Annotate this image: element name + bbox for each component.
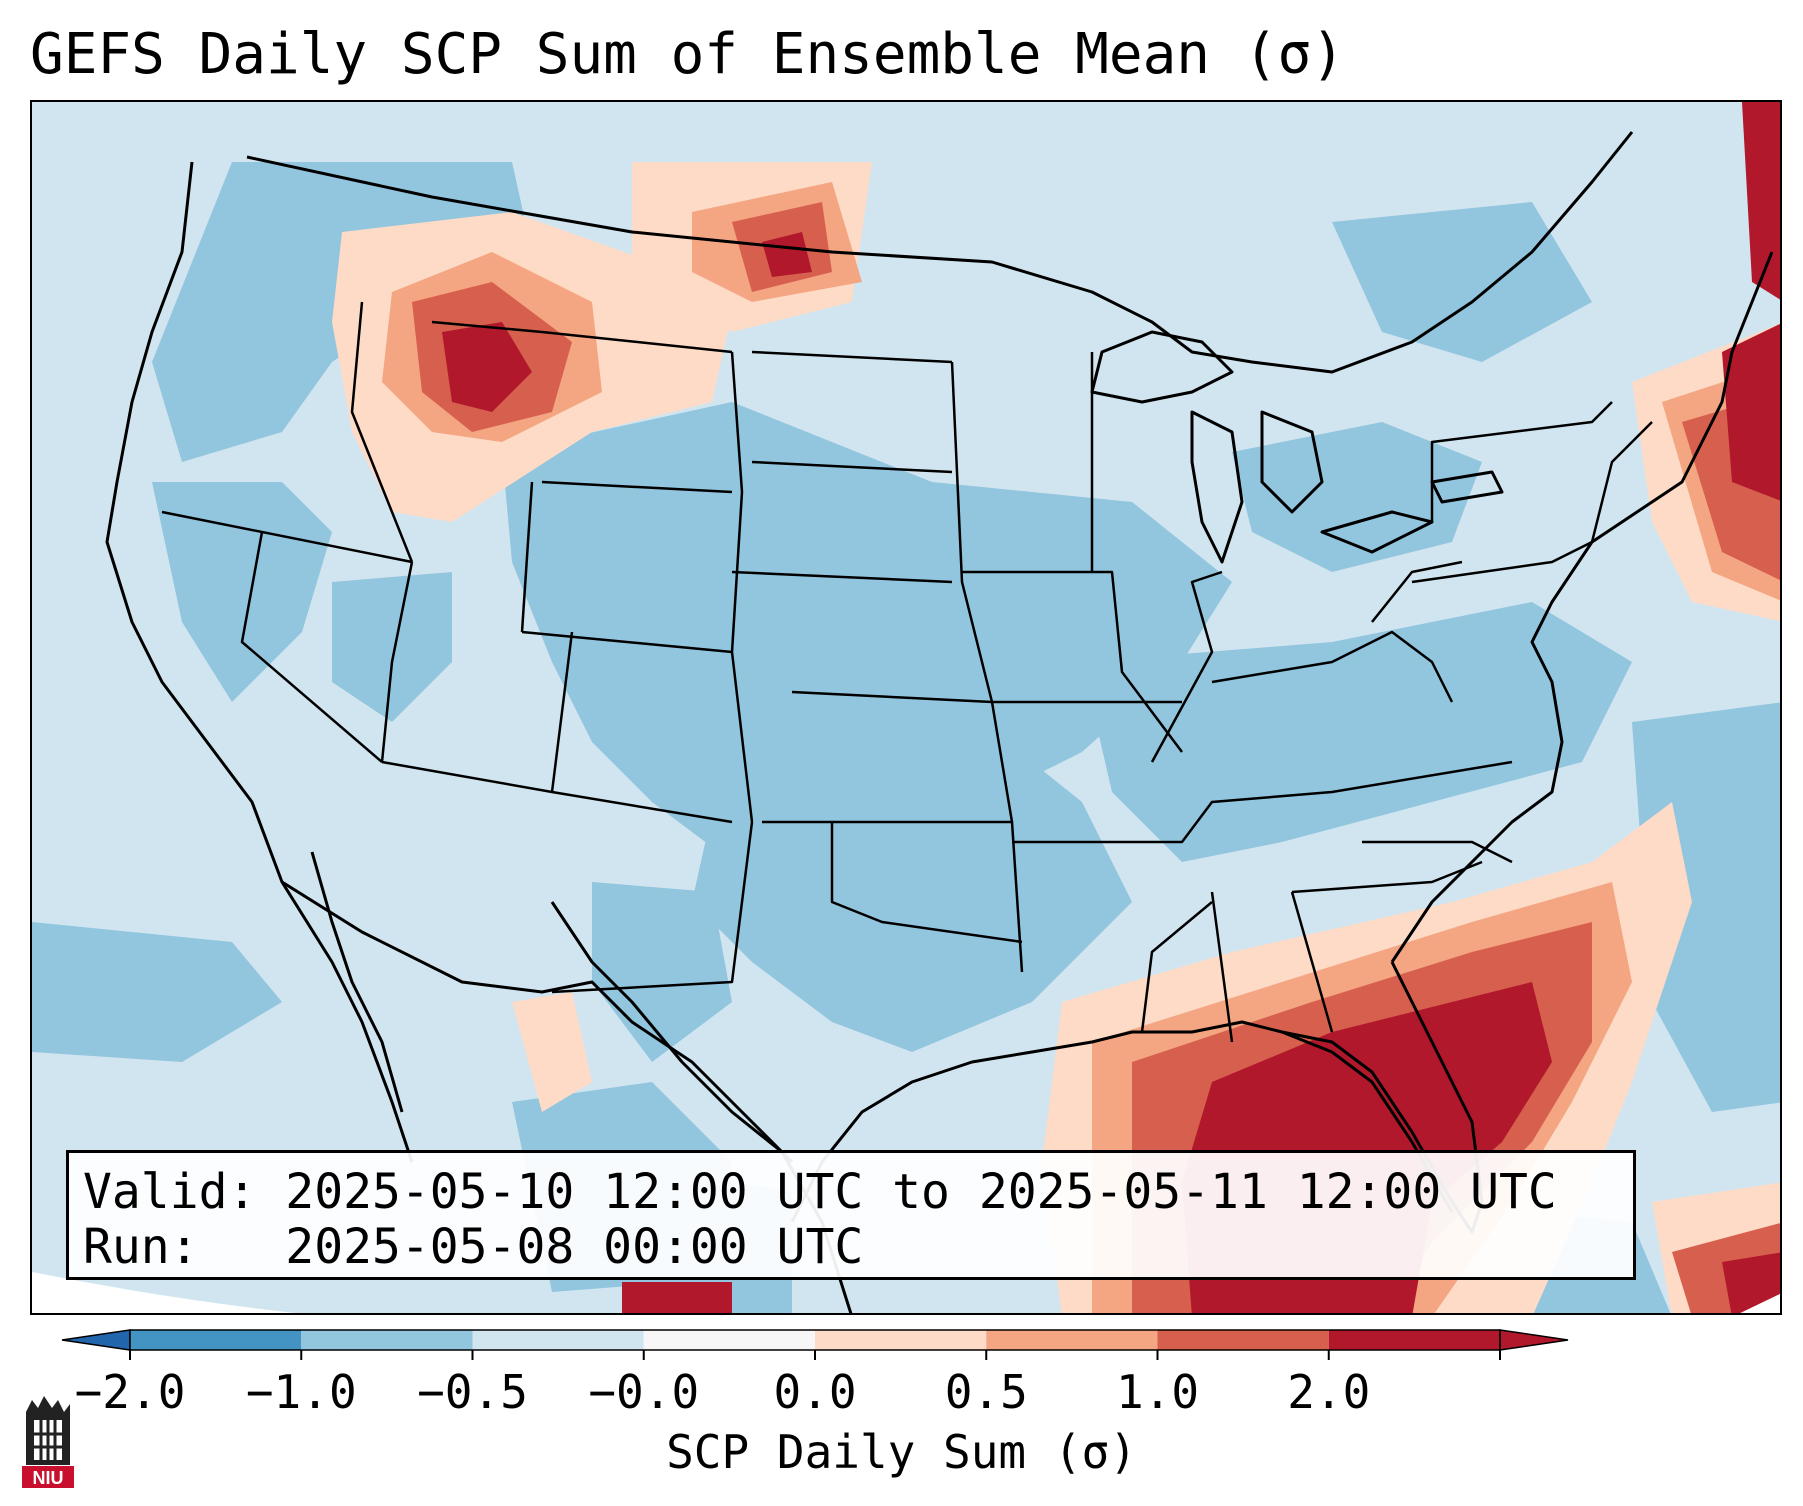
great-lakes-superior (1090, 330, 1234, 404)
west-coast (105, 161, 414, 1163)
great-lakes-ontario (1430, 470, 1504, 504)
colorbar-segment (643, 1330, 815, 1350)
map-outlines (105, 131, 1774, 1313)
colorbar-segment (301, 1330, 473, 1350)
logo-text: NIU (33, 1468, 64, 1488)
baja (310, 851, 404, 1113)
scp-field-map (32, 102, 1780, 1313)
colorbar-label: SCP Daily Sum (σ) (666, 1425, 1137, 1479)
map-panel (30, 100, 1782, 1315)
colorbar-segment (1328, 1330, 1500, 1350)
colorbar-tick-label: 1.0 (1115, 1365, 1200, 1419)
colorbar-segment (815, 1330, 987, 1350)
canada-border (246, 131, 1634, 374)
colorbar-tick-label: 2.0 (1287, 1365, 1371, 1419)
colorbar (61, 1329, 1569, 1360)
colorbar-tick-label: −0.5 (417, 1365, 528, 1419)
colorbar-segment (472, 1330, 644, 1350)
colorbar-tick-label: −2.0 (74, 1365, 186, 1419)
colorbar-tick-label: 0.0 (773, 1365, 857, 1419)
state-borders (161, 301, 1653, 1043)
great-lakes-huron (1260, 410, 1324, 514)
mexico-border (281, 880, 794, 1164)
colorbar-tick-label: −0.0 (588, 1365, 700, 1419)
colorbar-tick-label: 0.5 (944, 1365, 1028, 1419)
domain-edge-se (1740, 1293, 1780, 1313)
colorbar-segment (130, 1330, 302, 1350)
niu-logo: NIU (22, 1396, 74, 1488)
map-title: GEFS Daily SCP Sum of Ensemble Mean (σ) (30, 22, 1345, 87)
colorbar-extend-low (61, 1329, 131, 1351)
colorbar-segment (986, 1330, 1158, 1350)
gulf-coast (790, 1020, 1454, 1223)
run-time-line: Run: 2025-05-08 00:00 UTC (83, 1219, 864, 1275)
great-lakes-michigan (1190, 410, 1244, 564)
colorbar-extend-high (1499, 1329, 1569, 1351)
colorbar-tick-label: −1.0 (245, 1365, 357, 1419)
east-coast (1390, 251, 1774, 963)
valid-time-line: Valid: 2025-05-10 12:00 UTC to 2025-05-1… (83, 1164, 1557, 1220)
valid-run-info-box: Valid: 2025-05-10 12:00 UTC to 2025-05-1… (66, 1150, 1636, 1280)
colorbar-segment (1157, 1330, 1329, 1350)
domain-edge-sw (32, 1272, 295, 1313)
